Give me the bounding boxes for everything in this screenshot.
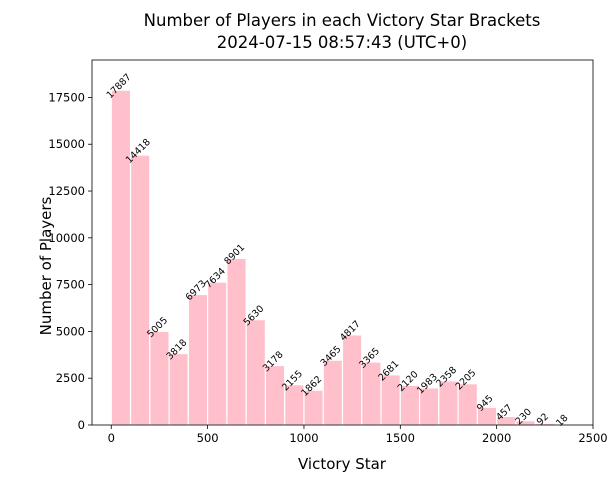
data-label: 18 bbox=[554, 413, 570, 429]
x-tick-label: 2000 bbox=[482, 431, 511, 445]
bar bbox=[150, 331, 169, 425]
x-tick-label: 2500 bbox=[578, 431, 607, 445]
bar bbox=[227, 258, 246, 425]
x-tick-label: 0 bbox=[108, 431, 115, 445]
y-tick-label: 7500 bbox=[56, 278, 85, 292]
x-axis-ticks: 0 500 1000 1500 2000 2500 bbox=[108, 425, 607, 445]
bar bbox=[343, 335, 362, 425]
x-tick-label: 1000 bbox=[289, 431, 318, 445]
bar bbox=[246, 320, 265, 425]
bar bbox=[111, 90, 130, 425]
bar bbox=[131, 155, 150, 425]
x-tick-label: 1500 bbox=[386, 431, 415, 445]
bars bbox=[111, 90, 573, 425]
y-axis-label: Number of Players bbox=[37, 196, 55, 335]
bar bbox=[208, 282, 227, 425]
y-tick-label: 15000 bbox=[48, 137, 85, 151]
chart-subtitle: 2024-07-15 08:57:43 (UTC+0) bbox=[217, 33, 467, 52]
y-tick-label: 2500 bbox=[56, 371, 85, 385]
bar bbox=[188, 294, 207, 425]
y-tick-label: 17500 bbox=[48, 90, 85, 104]
bar bbox=[323, 360, 342, 425]
y-tick-label: 0 bbox=[78, 418, 85, 432]
x-axis-label: Victory Star bbox=[298, 455, 387, 473]
y-tick-label: 5000 bbox=[56, 324, 85, 338]
chart-title: Number of Players in each Victory Star B… bbox=[144, 11, 541, 30]
bar bbox=[362, 362, 381, 425]
y-tick-label: 12500 bbox=[48, 184, 85, 198]
bar bbox=[169, 354, 188, 425]
x-tick-label: 500 bbox=[197, 431, 219, 445]
